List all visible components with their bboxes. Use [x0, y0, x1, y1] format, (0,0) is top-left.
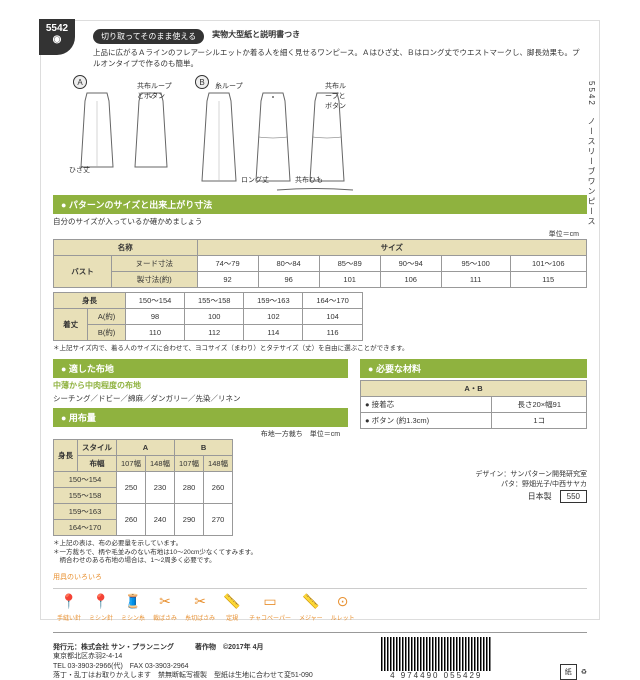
- yardage-unit: 布地一方裁ち 単位＝cm: [53, 429, 340, 439]
- side-title: 5542 ノースリーブワンピース: [586, 81, 597, 227]
- section-size: ● パターンのサイズと出来上がり寸法: [53, 195, 587, 214]
- section-fabric: ● 適した布地: [53, 359, 348, 378]
- publisher-info: 発行元：株式会社 サン・プランニング 著作物 ©2017年 4月 東京都北区赤羽…: [53, 643, 313, 679]
- recycle-marks: 紙 ♻: [560, 664, 587, 680]
- size-table: 名称サイズ バストヌード寸法74～7980～8485～8990～9495～100…: [53, 239, 587, 288]
- tool-1: 📍ミシン針: [89, 593, 113, 622]
- tools-row: 📍手縫い針 📍ミシン針 🧵ミシン糸 ✂裁ばさみ ✂糸切ばさみ 📏定規 ▭チャコペーパー 📏メジ…: [53, 588, 587, 626]
- barcode-number: 4 974490 055429: [381, 671, 491, 680]
- tool-4: ✂糸切ばさみ: [185, 593, 215, 622]
- header-bold: 実物大型紙と説明書つき: [212, 29, 300, 44]
- barcode: [381, 637, 491, 671]
- fabric-examples: シーチング／ドビー／綿麻／ダンガリー／先染／リネン: [53, 393, 348, 404]
- tool-7: 📏メジャー: [299, 593, 323, 622]
- style-b-badge: B: [195, 75, 209, 89]
- yardage-table: 身長スタイルAB 布幅107幅148幅107幅148幅 150～15425023…: [53, 439, 233, 536]
- description: 上品に広がるＡラインのフレアーシルエットか着る人を細く見せるワンピース。Ａはひざ…: [93, 48, 587, 69]
- unit-label: 単位＝cm: [53, 229, 579, 239]
- tool-8: ⊙ルレット: [331, 593, 355, 622]
- size-note: ＊上記サイズ内で、着る人のサイズに合わせて、ヨコサイズ（まわり）とタテサイズ（丈…: [53, 345, 587, 353]
- pattern-number-badge: 5542◉: [39, 19, 75, 55]
- tool-3: ✂裁ばさみ: [153, 593, 177, 622]
- dress-diagrams: A ひざ丈 共布ループとボタン B 糸ループ ロング丈 共布ループとボタン 共布…: [73, 75, 587, 187]
- size-subtitle: 自分のサイズが入っているか確かめましょう: [53, 216, 587, 227]
- tool-2: 🧵ミシン糸: [121, 593, 145, 622]
- price: 日本製 550: [360, 491, 587, 502]
- header-pill: 切り取ってそのまま使える: [93, 29, 204, 44]
- tool-0: 📍手縫い針: [57, 593, 81, 622]
- length-table: 身長150～154155～158159～163164～170 着丈A(約)981…: [53, 292, 363, 341]
- yardage-note: ＊上記の表は、布の必要量を示しています。 ＊一方裁ちで、柄や毛並みのない布地は1…: [53, 540, 348, 565]
- section-materials: ● 必要な材料: [360, 359, 587, 378]
- style-a-badge: A: [73, 75, 87, 89]
- tool-5: 📏定規: [223, 593, 241, 622]
- tools-heading: 用具のいろいろ: [53, 572, 587, 582]
- tool-6: ▭チャコペーパー: [249, 593, 291, 622]
- section-yardage: ● 用布量: [53, 408, 348, 427]
- design-credit: デザイン：サンパターン開発研究室 パタ：野畑光子/中西サヤカ: [360, 469, 587, 489]
- fabric-weight: 中薄から中肉程度の布地: [53, 380, 348, 391]
- materials-table: A・B ● 接着芯長さ20×幅91 ● ボタン (約1.3cm)1コ: [360, 380, 587, 429]
